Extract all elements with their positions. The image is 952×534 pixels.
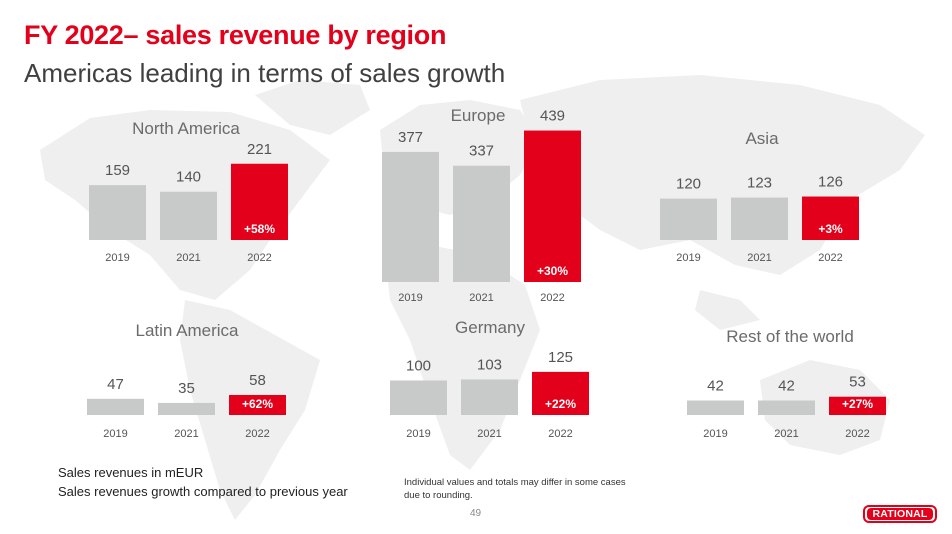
europe-value-label-2021: 337 — [469, 143, 494, 160]
unit-note: Sales revenues in mEUR — [58, 465, 204, 480]
europe-chart-title: Europe — [451, 106, 506, 125]
asia-growth-label: +3% — [818, 222, 843, 236]
asia-bar-2022 — [802, 196, 859, 240]
north-america-tick-2022: 2022 — [247, 252, 271, 264]
rest-of-world-bar-2021 — [758, 400, 815, 415]
germany-chart-title: Germany — [455, 318, 525, 337]
germany-bar-2021 — [461, 379, 518, 415]
page-subtitle: Americas leading in terms of sales growt… — [24, 58, 506, 88]
germany-bar-2022 — [532, 371, 589, 415]
germany-tick-2019: 2019 — [406, 428, 430, 440]
page-title: FY 2022– sales revenue by region — [24, 20, 447, 50]
asia-value-label-2021: 123 — [747, 175, 772, 192]
asia-tick-2021: 2021 — [747, 252, 771, 264]
rest-of-world-growth-label: +27% — [842, 397, 873, 411]
logo-text: RATIONAL — [867, 508, 933, 520]
north-america-value-label-2021: 140 — [176, 169, 201, 186]
asia-bar-2019 — [660, 198, 717, 240]
rounding-disclaimer: Individual values and totals may differ … — [404, 477, 626, 501]
north-america-chart-title: North America — [132, 119, 240, 138]
latin-america-bar-2021 — [158, 402, 215, 415]
rest-of-world-tick-2019: 2019 — [703, 428, 727, 440]
rational-logo: RATIONAL — [863, 505, 937, 523]
latin-america-value-label-2019: 47 — [107, 376, 124, 393]
north-america-tick-2021: 2021 — [176, 252, 200, 264]
asia-tick-2022: 2022 — [818, 252, 842, 264]
rest-of-world-chart-title: Rest of the world — [726, 327, 854, 346]
rest-of-world-bar-2022 — [829, 396, 886, 415]
europe-growth-label: +30% — [537, 264, 568, 278]
europe-bar-2021 — [453, 165, 510, 282]
latin-america-tick-2019: 2019 — [103, 428, 127, 440]
germany-value-label-2021: 103 — [477, 356, 502, 373]
europe-value-label-2022: 439 — [540, 108, 565, 125]
latin-america-growth-label: +62% — [242, 397, 273, 411]
germany-tick-2022: 2022 — [548, 428, 572, 440]
europe-value-label-2019: 377 — [398, 129, 423, 146]
latin-america-tick-2021: 2021 — [174, 428, 198, 440]
germany-bar-2019 — [390, 380, 447, 415]
rest-of-world-value-label-2021: 42 — [778, 378, 795, 395]
north-america-value-label-2022: 221 — [247, 141, 272, 158]
rest-of-world-tick-2021: 2021 — [774, 428, 798, 440]
europe-bar-2022 — [524, 130, 581, 282]
germany-value-label-2019: 100 — [406, 358, 431, 375]
germany-tick-2021: 2021 — [477, 428, 501, 440]
chart-legend-notes: Sales revenues in mEUR Sales revenues gr… — [58, 463, 348, 501]
europe-tick-2019: 2019 — [398, 292, 422, 304]
europe-bar-2019 — [382, 151, 439, 282]
asia-value-label-2019: 120 — [676, 176, 701, 193]
europe-tick-2021: 2021 — [469, 292, 493, 304]
latin-america-bar-2019 — [87, 398, 144, 415]
north-america-bar-2022 — [231, 163, 288, 240]
germany-growth-label: +22% — [545, 397, 576, 411]
latin-america-bar-2022 — [229, 394, 286, 415]
asia-value-label-2022: 126 — [818, 174, 843, 191]
north-america-bar-2021 — [160, 191, 217, 240]
growth-note: Sales revenues growth compared to previo… — [58, 484, 348, 499]
page-number: 49 — [470, 508, 482, 519]
north-america-value-label-2019: 159 — [105, 162, 130, 179]
north-america-bar-2019 — [89, 185, 146, 240]
north-america-growth-label: +58% — [244, 222, 275, 236]
latin-america-chart-title: Latin America — [136, 321, 240, 340]
rest-of-world-value-label-2019: 42 — [707, 378, 724, 395]
latin-america-tick-2022: 2022 — [245, 428, 269, 440]
latin-america-value-label-2021: 35 — [178, 380, 195, 397]
north-america-tick-2019: 2019 — [105, 252, 129, 264]
rest-of-world-bar-2019 — [687, 400, 744, 415]
germany-value-label-2022: 125 — [548, 349, 573, 366]
asia-bar-2021 — [731, 197, 788, 240]
rest-of-world-tick-2022: 2022 — [845, 428, 869, 440]
asia-chart-title: Asia — [745, 129, 779, 148]
asia-tick-2019: 2019 — [676, 252, 700, 264]
rest-of-world-value-label-2022: 53 — [849, 374, 866, 391]
europe-tick-2022: 2022 — [540, 292, 564, 304]
latin-america-value-label-2022: 58 — [249, 372, 266, 389]
